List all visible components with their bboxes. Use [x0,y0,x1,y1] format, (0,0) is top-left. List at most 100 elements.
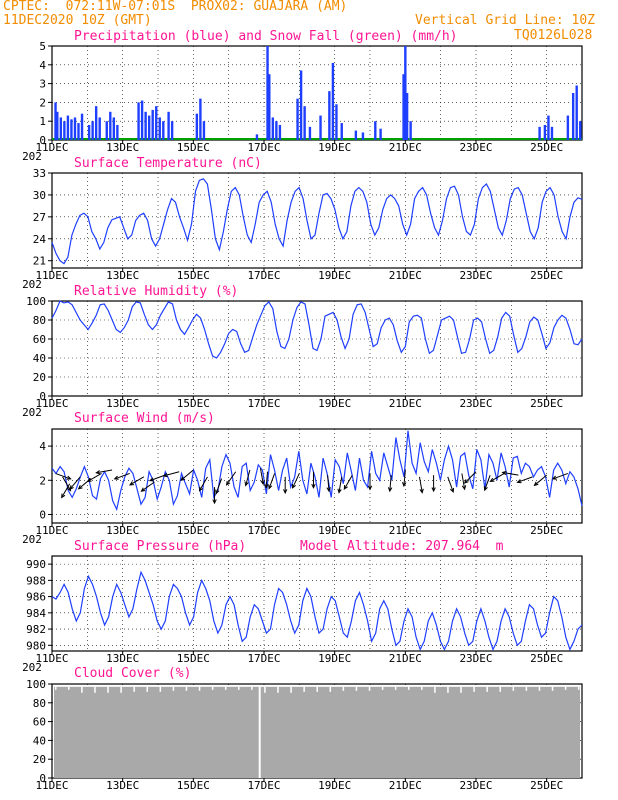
cloud-cover-notch [159,686,162,692]
precip-bar [144,111,147,140]
wind-xtick-label: 21DEC [389,524,422,537]
precip-bar [94,106,98,140]
precip-bar [268,74,271,140]
precip-bar [167,111,170,140]
cloud-cover-notch [264,686,266,693]
precip-bar [147,115,151,140]
wind-arrow [259,468,264,485]
precip-bar [195,113,199,140]
precip-bar [547,115,550,140]
cloud-xtick-label: 21DEC [389,779,422,792]
precip-year-label: 202 [22,150,42,163]
pressure-frame [51,555,583,652]
precip-ytick-label: 2 [39,96,46,109]
wind-xtick-label: 17DEC [247,524,280,537]
humidity-xtick-label: 11DEC [35,397,68,410]
precip-bar [91,121,94,140]
pressure-ytick-label: 984 [26,607,46,620]
precip-xtick-label: 25DEC [530,141,563,154]
temperature-ytick-label: 24 [33,233,47,246]
precip-bar [303,106,306,140]
precip-bar [271,117,275,140]
wind-arrow [129,476,145,486]
cloud-xtick-label: 19DEC [318,779,351,792]
cloud-cover-notch [342,686,345,691]
cloud-cover-notch [55,686,57,690]
pressure-ytick-label: 980 [26,639,46,652]
cloud-cover-notch [211,686,214,690]
wind-arrow-head [402,482,407,488]
precip-bar [550,126,554,140]
wind-arrow [292,473,300,489]
wind-arrow-head [489,477,495,482]
precip-bar [571,93,575,140]
wind-series-line [51,430,583,512]
precip-bar [54,102,57,140]
cloud-cover-notch [68,686,70,690]
wind-arrow-head [551,475,557,480]
precip-bar [308,126,312,140]
cloud-cover-notch [224,686,227,690]
humidity-ytick-label: 0 [39,390,46,403]
header-model-id: TQ0126L028 [514,28,593,43]
cloud-ytick-label: 40 [33,734,46,747]
pressure-xtick-label: 19DEC [318,652,351,665]
wind-arrow-head [533,481,539,487]
cloud-ytick-label: 0 [39,772,46,785]
humidity-ytick-label: 40 [33,352,46,365]
pressure-xtick-label: 15DEC [177,652,210,665]
precip-ytick-label: 5 [39,40,46,53]
precip-frame [51,45,583,141]
wind-arrow-head [212,499,217,505]
precip-bar [328,91,331,140]
pressure-xtick-label: 11DEC [35,652,68,665]
cloud-cover-notch [251,686,253,690]
wind-arrow [114,472,130,480]
wind-ytick-label: 2 [39,474,46,487]
precip-bar [73,117,77,140]
cloud-cover-notch [290,686,292,693]
precip-bar [56,111,59,140]
precip-bar [319,115,322,140]
cloud-cover-notch [486,686,488,692]
wind-arrow-head [461,485,467,491]
cloud-cover-notch [355,686,358,691]
precip-xtick-label: 19DEC [318,141,351,154]
cloud-xtick-label: 25DEC [530,779,563,792]
precip-bar [162,121,165,140]
precip-bar [340,123,343,140]
precip-bar [335,104,338,140]
precip-bar [63,121,66,140]
temperature-title: Surface Temperature (nC) [74,156,262,171]
precip-bar [202,121,206,140]
precip-bar [116,124,119,140]
cloud-cover-notch [107,686,109,693]
wind-arrow-head [77,484,83,490]
cloud-xtick-label: 11DEC [35,779,68,792]
header-location: CPTEC: 072:11W-07:01S PROX02: GUAJARA (A… [3,0,348,14]
cloud-cover-notch [185,686,188,691]
wind-arrow [199,476,208,491]
cloud-xtick-label: 23DEC [459,779,492,792]
wind-xtick-label: 15DEC [177,524,210,537]
wind-arrow-head [463,479,469,484]
cloud-cover-notch [407,686,410,690]
precip-bar [278,124,282,140]
wind-arrow-head [66,475,72,480]
wind-arrow [403,469,406,487]
humidity-frame [51,300,583,397]
wind-arrow-head [419,488,424,494]
precip-bar [361,132,365,140]
cloud-cover-notch [133,686,135,692]
header-grid-note: Vertical Grid Line: 10Z [415,13,596,28]
cloud-cover-notch [120,686,122,693]
cloud-cover-notch [434,686,436,693]
cloud-cover-notch [238,686,240,690]
precip-bar [70,119,73,140]
precip-bar [374,121,377,140]
wind-arrow [517,476,533,483]
temperature-xtick-label: 25DEC [530,269,563,282]
wind-xtick-label: 13DEC [106,524,139,537]
cloud-cover-gap [258,686,261,778]
